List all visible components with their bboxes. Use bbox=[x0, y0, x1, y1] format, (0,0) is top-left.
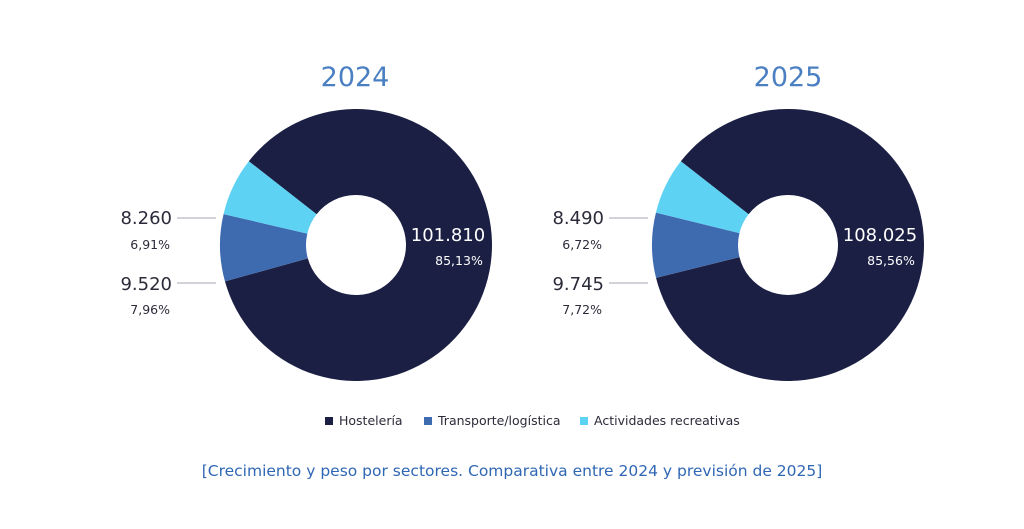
value-label-transporte-2024: 9.520 bbox=[120, 274, 172, 295]
legend-item-hosteleria: Hostelería bbox=[325, 413, 403, 428]
legend-label-actividades: Actividades recreativas bbox=[594, 413, 740, 428]
chart-title-2024: 2024 bbox=[321, 62, 390, 93]
donut-slice-actividades-2025 bbox=[655, 161, 749, 234]
donut-slice-transporte-2024 bbox=[219, 214, 308, 282]
percent-label-transporte-2024: 7,96% bbox=[130, 302, 170, 317]
value-label-actividades-2024: 8.260 bbox=[120, 208, 172, 229]
donut-slice-actividades-2024 bbox=[223, 161, 317, 234]
value-label-hosteleria-2025: 108.025 bbox=[843, 225, 917, 246]
legend-item-transporte: Transporte/logística bbox=[424, 413, 561, 428]
percent-label-actividades-2025: 6,72% bbox=[562, 237, 602, 252]
percent-label-transporte-2025: 7,72% bbox=[562, 302, 602, 317]
legend-label-transporte: Transporte/logística bbox=[437, 413, 561, 428]
donut-slices-2025 bbox=[652, 109, 925, 382]
legend: Hostelería Transporte/logística Activida… bbox=[325, 413, 740, 428]
legend-item-actividades: Actividades recreativas bbox=[580, 413, 740, 428]
legend-swatch-actividades bbox=[580, 417, 588, 425]
legend-label-hosteleria: Hostelería bbox=[339, 413, 403, 428]
donut-slice-transporte-2025 bbox=[652, 212, 740, 278]
chart-title-2025: 2025 bbox=[754, 62, 823, 93]
donut-chart-2024: 2024 8.260 6,91% 9.520 7,96% 101.810 85,… bbox=[120, 62, 493, 382]
value-label-hosteleria-2024: 101.810 bbox=[411, 225, 485, 246]
donut-slice-hosteleria-2024 bbox=[224, 109, 493, 382]
donut-slice-hosteleria-2025 bbox=[656, 109, 925, 382]
percent-label-hosteleria-2025: 85,56% bbox=[867, 253, 915, 268]
value-label-actividades-2025: 8.490 bbox=[552, 208, 604, 229]
legend-swatch-transporte bbox=[424, 417, 432, 425]
value-label-transporte-2025: 9.745 bbox=[552, 274, 604, 295]
percent-label-actividades-2024: 6,91% bbox=[130, 237, 170, 252]
percent-label-hosteleria-2024: 85,13% bbox=[435, 253, 483, 268]
donut-chart-2025: 2025 8.490 6,72% 9.745 7,72% 108.025 85,… bbox=[552, 62, 925, 382]
legend-swatch-hosteleria bbox=[325, 417, 333, 425]
figure-caption: [Crecimiento y peso por sectores. Compar… bbox=[201, 462, 823, 480]
donut-slices-2024 bbox=[219, 109, 493, 382]
